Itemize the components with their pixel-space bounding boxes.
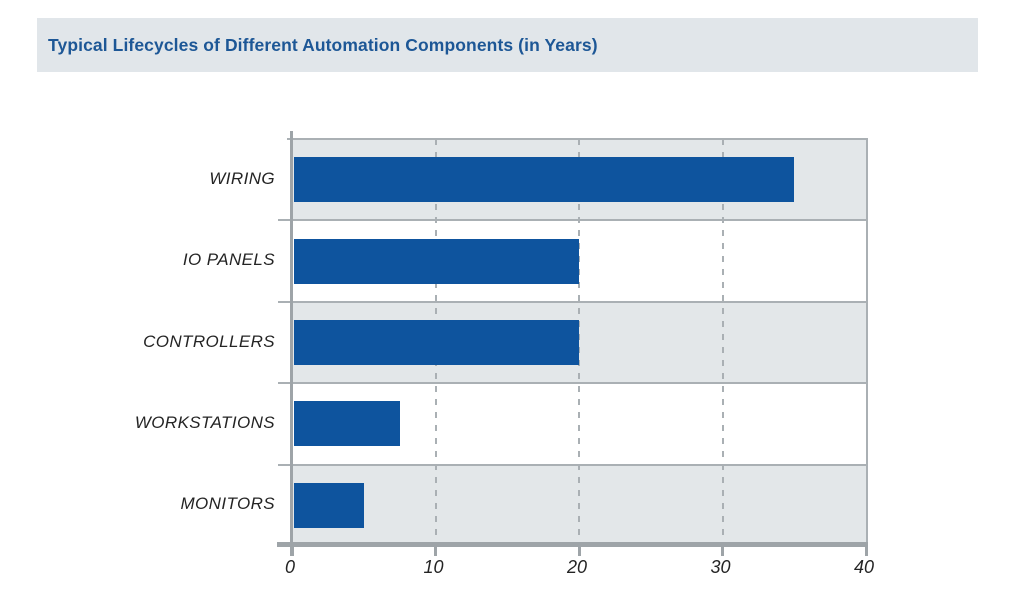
gridline-dashed	[578, 139, 580, 542]
row-separator	[278, 463, 868, 466]
x-tick-label: 40	[853, 557, 875, 577]
value-bar	[294, 157, 795, 203]
chart-title: Typical Lifecycles of Different Automati…	[48, 34, 598, 55]
x-tick-mark	[290, 547, 294, 556]
value-bar	[294, 401, 400, 447]
value-bar	[294, 482, 364, 528]
x-tick-label: 0	[284, 557, 295, 577]
y-axis	[290, 131, 293, 556]
category-label: WORKSTATIONS	[134, 412, 275, 432]
x-tick-label: 10	[423, 557, 444, 577]
x-tick-mark	[721, 547, 724, 556]
category-label: CONTROLLERS	[143, 331, 275, 351]
category-label: WIRING	[209, 168, 275, 188]
row-separator	[278, 300, 868, 303]
row-separator	[278, 382, 868, 385]
value-bar	[294, 320, 579, 365]
chart-title-bar: Typical Lifecycles of Different Automati…	[37, 18, 978, 72]
x-tick-label: 20	[566, 557, 588, 577]
x-tick-mark	[577, 547, 581, 556]
x-tick-mark	[864, 547, 868, 556]
plot-top-border	[287, 138, 868, 140]
row-separator	[278, 219, 868, 222]
x-axis	[277, 542, 868, 547]
x-tick-label: 30	[710, 557, 731, 577]
gridline-dashed	[721, 139, 724, 542]
x-tick-mark	[434, 547, 437, 556]
value-bar	[294, 238, 579, 284]
category-label: MONITORS	[180, 494, 275, 514]
category-label: IO PANELS	[182, 250, 275, 270]
plot-right-border	[866, 138, 868, 556]
